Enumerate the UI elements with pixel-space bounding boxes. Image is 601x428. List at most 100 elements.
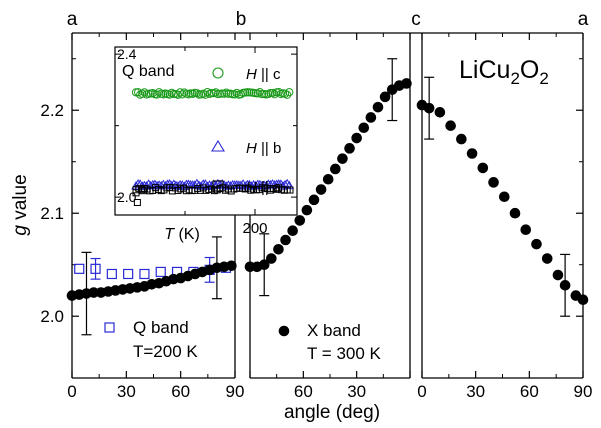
inset-x-label: T (K)	[164, 226, 200, 243]
legend-marker-q-band	[104, 322, 115, 333]
data-point-x-band	[365, 112, 377, 123]
inset-point-h-c	[203, 87, 212, 97]
inset-point-h-b	[168, 179, 179, 188]
data-point-x-band	[308, 194, 320, 206]
legend-label-x-band: X band	[307, 321, 361, 340]
inset-point-h-c	[176, 88, 185, 97]
inset-y-tick-label: 2.4	[117, 46, 137, 62]
inset-point-h-c	[274, 88, 283, 97]
inset-point-h-c	[232, 88, 241, 98]
axes-layer	[71, 32, 584, 379]
inset-point-h-c	[268, 88, 277, 98]
x-tick-label: 0	[67, 382, 76, 401]
compound-element: Li	[459, 56, 478, 84]
data-point-x-band	[301, 204, 313, 216]
inset-point-h-c	[192, 89, 201, 98]
inset-point-h-c	[138, 89, 147, 98]
data-point-x-band	[434, 106, 446, 118]
inset-x-tick-label: 200	[242, 220, 267, 237]
data-point-q-band	[106, 268, 117, 280]
data-point-q-band	[155, 266, 166, 278]
inset-title: Q band	[122, 63, 174, 80]
x-tick-label: 60	[171, 382, 190, 401]
data-point-x-band	[541, 253, 553, 264]
data-point-x-band	[258, 259, 270, 271]
inset-legend-label-italic: H	[246, 179, 257, 196]
text-layer: 2.0 2.1 2.2 g value angle (deg) 0 30 60 90 a b Q ba…	[10, 9, 592, 423]
inset-legend-label-rest: || b	[257, 140, 281, 157]
inset-legend-label-italic: H	[246, 66, 257, 83]
data-point-x-band	[488, 177, 499, 188]
data-point-x-band	[266, 253, 277, 264]
inset-point-h-a	[132, 189, 140, 197]
inset-legend-label: H || c	[246, 66, 281, 83]
inset-point-h-c	[270, 90, 279, 99]
data-point-x-band	[401, 78, 412, 89]
x-tick-label: 30	[117, 382, 136, 401]
inset-legend-marker-h-b	[211, 139, 225, 152]
inset-x-label-rest: (K)	[174, 226, 200, 243]
orientation-label-c: c	[411, 9, 421, 30]
inset-point-h-c	[285, 88, 294, 97]
data-point-x-band	[509, 207, 521, 219]
inset-point-h-a	[139, 187, 147, 195]
inset-point-h-c	[224, 89, 233, 98]
inset-legend-label: H || a	[246, 179, 282, 196]
inset-point-h-b	[278, 181, 288, 190]
data-point-x-band	[559, 280, 571, 291]
data-point-x-band	[287, 225, 298, 237]
inset-legend-label: H || b	[246, 140, 281, 157]
inset-point-h-b	[284, 180, 295, 190]
data-point-x-band	[520, 224, 532, 236]
data-point-x-band	[456, 133, 467, 145]
data-point-x-band	[315, 184, 327, 195]
data-point-x-band	[498, 191, 510, 203]
orientation-label-b: b	[236, 9, 247, 30]
legend-label-x-band-temp: T = 300 K	[307, 344, 382, 363]
data-point-x-band	[88, 287, 100, 298]
inset-point-h-c	[140, 88, 149, 97]
data-point-x-band	[351, 132, 362, 144]
y-tick-label: 2.0	[40, 307, 64, 326]
inset-point-h-b	[143, 179, 154, 188]
data-point-x-band	[330, 163, 341, 175]
data-point-x-band	[379, 91, 391, 103]
legend-label-q-band: Q band	[133, 318, 189, 337]
x-tick-label: 60	[520, 382, 539, 401]
data-point-q-band	[74, 263, 85, 274]
data-layer	[66, 58, 589, 337]
inset-y-tick-label: 2.0	[117, 189, 137, 205]
data-point-x-band	[280, 234, 291, 246]
data-point-x-band	[273, 243, 284, 255]
inset-point-h-c	[253, 89, 262, 98]
x-tick-label: 60	[294, 382, 313, 401]
inset-legend-marker-h-a	[212, 180, 224, 192]
orientation-label-a: a	[67, 9, 78, 30]
orientation-label-a: a	[578, 9, 589, 30]
inset-point-h-c	[230, 90, 239, 99]
inset-layer	[114, 46, 298, 216]
inset-point-h-c	[211, 88, 220, 97]
compound-label: LiCu2O2	[459, 56, 549, 88]
y-axis-label: g value	[10, 174, 31, 235]
inset-legend-marker-h-c	[212, 67, 224, 79]
inset-point-h-c	[201, 90, 210, 99]
inset-point-h-c	[165, 90, 174, 99]
data-point-x-band	[577, 294, 589, 306]
inset-point-h-c	[222, 88, 231, 97]
x-tick-label: 30	[347, 382, 366, 401]
legend-marker-x-band	[278, 325, 290, 337]
data-point-q-band	[123, 268, 134, 280]
x-tick-label: 90	[574, 382, 593, 401]
inset-point-h-c	[180, 88, 189, 97]
data-point-x-band	[423, 102, 435, 114]
inset-point-h-a	[286, 186, 294, 194]
inset-legend-label-rest: || a	[257, 179, 282, 196]
inset-point-h-c	[148, 89, 157, 98]
inset-x-label-italic: T	[164, 226, 175, 243]
inset-point-h-b	[192, 178, 202, 188]
compound-element: Cu	[478, 56, 510, 84]
legend-label-q-band-temp: T=200 K	[133, 342, 198, 361]
inset-point-h-c	[134, 88, 143, 97]
